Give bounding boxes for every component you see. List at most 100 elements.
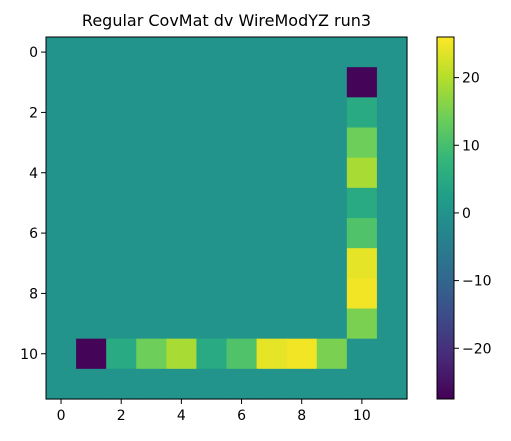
plot-frame [45, 36, 408, 400]
y-tick-label: 4 [29, 166, 38, 182]
heatmap-cell [376, 37, 408, 68]
heatmap-cell [46, 278, 77, 310]
heatmap-cell [316, 368, 348, 400]
heatmap-cell [286, 278, 318, 310]
y-tick-label: 8 [29, 286, 38, 302]
heatmap-cell [196, 187, 228, 219]
heatmap-cell [166, 187, 198, 219]
heatmap-cell [196, 338, 228, 370]
heatmap-cell [76, 97, 107, 129]
heatmap-cell [196, 278, 228, 310]
heatmap-cell [286, 338, 318, 370]
heatmap-cell [46, 368, 77, 400]
heatmap-cell [196, 37, 228, 68]
heatmap-cell [166, 248, 198, 279]
heatmap-cell [376, 157, 408, 189]
heatmap-cell [76, 338, 107, 370]
heatmap-cell [346, 127, 378, 159]
heatmap-cell [376, 338, 408, 370]
heatmap-cell [196, 127, 228, 159]
heatmap-cell [46, 218, 77, 249]
heatmap-cell [226, 338, 258, 370]
heatmap-cell [76, 218, 107, 249]
heatmap-cell [166, 308, 198, 340]
heatmap-cell [136, 187, 167, 219]
x-tick-label: 8 [297, 408, 306, 424]
heatmap-cell [136, 157, 167, 189]
heatmap-cell [316, 127, 348, 159]
y-axis: 0 2 4 6 8 10 [20, 45, 46, 363]
heatmap-cell [286, 67, 318, 98]
heatmap-cell [226, 248, 258, 279]
heatmap-cell [286, 157, 318, 189]
heatmap-cell [46, 308, 77, 340]
x-tick-label: 4 [177, 408, 186, 424]
heatmap-cell [136, 338, 167, 370]
heatmap-cell [166, 127, 198, 159]
heatmap-cell [226, 278, 258, 310]
heatmap-cell [376, 278, 408, 310]
heatmap-cell [136, 37, 167, 68]
heatmap-cell [106, 127, 137, 159]
heatmap-cell [106, 157, 137, 189]
heatmap-cell [376, 218, 408, 249]
heatmap-cell [256, 37, 288, 68]
colorbar-axis: 20 10 0 −10 −20 [454, 71, 492, 357]
heatmap-cell [226, 157, 258, 189]
heatmap-cell [256, 187, 288, 219]
heatmap-cell [106, 37, 137, 68]
heatmap-cell [256, 368, 288, 400]
heatmap-cell [226, 37, 258, 68]
heatmap-cell [196, 368, 228, 400]
heatmap-cell [286, 37, 318, 68]
heatmap-cell [376, 187, 408, 219]
heatmap-cell [106, 218, 137, 249]
heatmap-cell [316, 157, 348, 189]
heatmap-cell [226, 67, 258, 98]
x-tick-label: 0 [57, 408, 66, 424]
heatmap-cell [76, 368, 107, 400]
heatmap-cell [376, 97, 408, 129]
heatmap-cell [376, 368, 408, 400]
heatmap-cell [286, 308, 318, 340]
heatmap-cell [76, 248, 107, 279]
heatmap-cell [286, 187, 318, 219]
heatmap-cell [46, 37, 77, 68]
colorbar-tick-label: 10 [462, 138, 480, 154]
heatmap-cell [136, 127, 167, 159]
heatmap-cell [226, 127, 258, 159]
heatmap-cell [136, 218, 167, 249]
heatmap-cell [346, 308, 378, 340]
heatmap-cell [316, 67, 348, 98]
heatmap-cell [46, 67, 77, 98]
heatmap-cell [346, 278, 378, 310]
heatmap-cell [316, 218, 348, 249]
heatmap-cell [256, 278, 288, 310]
heatmap-cell [106, 368, 137, 400]
heatmap-cell [256, 218, 288, 249]
heatmap-cell [106, 278, 137, 310]
heatmap-cell [76, 67, 107, 98]
chart-title: Regular CovMat dv WireModYZ run3 [82, 11, 371, 30]
heatmap-cell [196, 97, 228, 129]
heatmap-cell [346, 368, 378, 400]
heatmap-cell [316, 187, 348, 219]
heatmap-cell [196, 67, 228, 98]
heatmap-cell [346, 187, 378, 219]
heatmap-cell [226, 368, 258, 400]
heatmap-cell [76, 187, 107, 219]
heatmap-cell [166, 338, 198, 370]
heatmap-cell [166, 368, 198, 400]
heatmap-cell [166, 37, 198, 68]
colorbar [436, 36, 455, 400]
y-tick-label: 6 [29, 226, 38, 242]
heatmap-cell [286, 218, 318, 249]
heatmap-cell [256, 97, 288, 129]
heatmap-cell [166, 278, 198, 310]
heatmap-cell [196, 218, 228, 249]
colorbar-tick-label: −10 [462, 274, 492, 290]
heatmap-cell [136, 308, 167, 340]
colorbar-tick-label: 0 [462, 206, 471, 222]
heatmap-cell [136, 278, 167, 310]
heatmap-cell [346, 338, 378, 370]
